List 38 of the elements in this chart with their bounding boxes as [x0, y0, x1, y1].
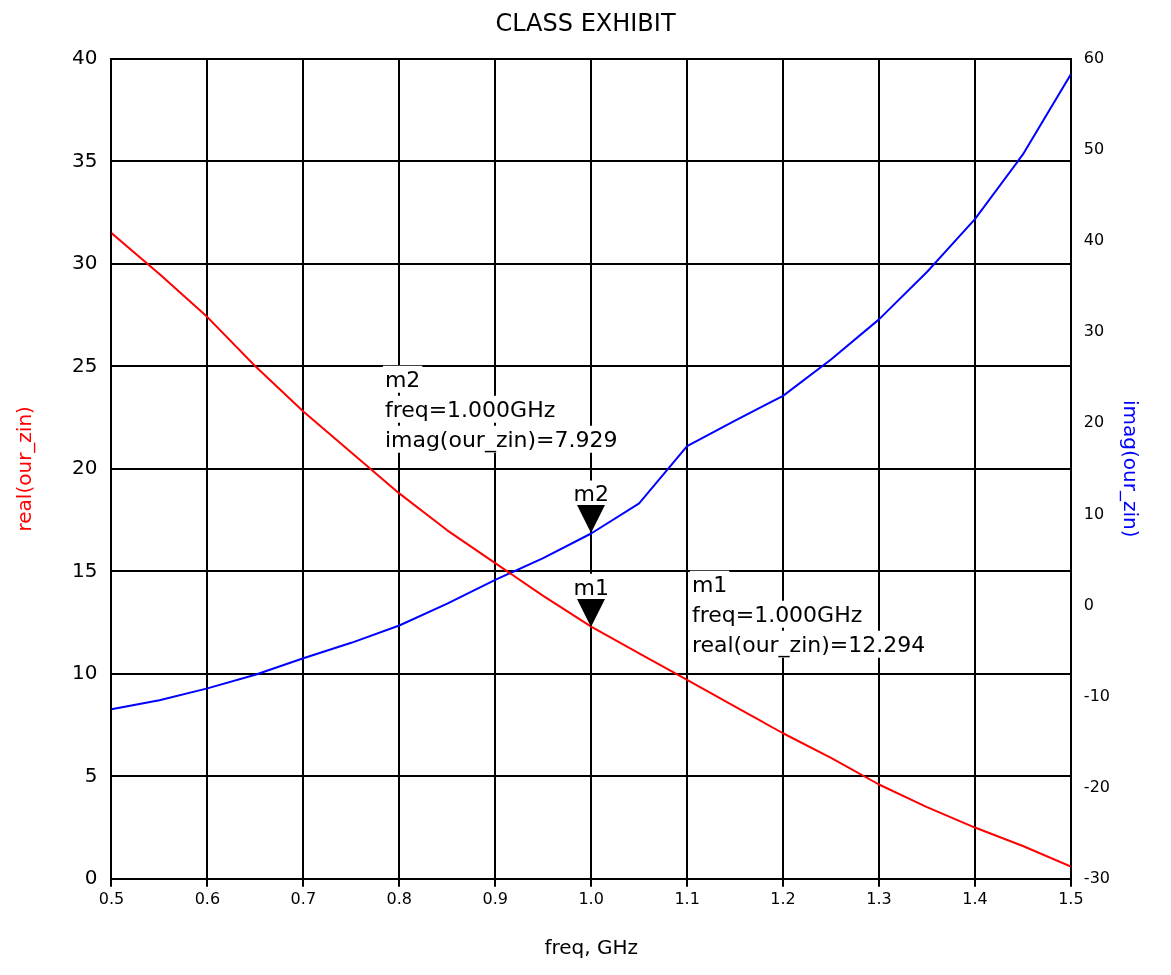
x-tick-label: 0.7 [290, 888, 317, 908]
y2-tick-label: -30 [1083, 867, 1111, 887]
x-tick-label: 1.4 [962, 888, 988, 908]
chart-title: CLASS EXHIBIT [495, 8, 676, 37]
y2-tick-label: -20 [1083, 776, 1111, 796]
x-tick-label: 1.3 [866, 888, 892, 908]
y2-tick-label: 20 [1083, 412, 1105, 432]
y2-tick-label: 50 [1083, 139, 1105, 159]
x-tick-label: 1.1 [674, 888, 700, 908]
x-tick-label: 1.2 [770, 888, 796, 908]
y2-tick-label: -10 [1083, 685, 1111, 705]
y-tick-label: 40 [72, 45, 98, 69]
y2-axis-title: imag(our_zin) [1118, 400, 1143, 538]
y-axis-title: real(our_zin) [12, 406, 37, 532]
y-tick-label: 20 [72, 455, 98, 479]
annotation: m1 freq=1.000GHz real(our_zin)=12.294 [691, 571, 926, 658]
x-tick-label: 0.9 [482, 888, 508, 908]
x-tick-label: 0.6 [194, 888, 221, 908]
x-tick-label: 1.5 [1058, 888, 1084, 908]
y2-tick-label: 10 [1083, 503, 1105, 523]
y-tick-label: 10 [72, 660, 98, 684]
y2-tick-label: 0 [1083, 594, 1095, 614]
annotation: m1 [573, 574, 609, 600]
y-tick-label: 15 [72, 557, 98, 582]
annotation: m2 [573, 481, 609, 507]
x-axis-title: freq, GHz [544, 935, 638, 960]
annotation: m2 freq=1.000GHz imag(our_zin)=7.929 [384, 366, 618, 453]
y2-tick-label: 40 [1083, 230, 1105, 250]
y2-tick-label: 60 [1083, 47, 1105, 67]
y-tick-label: 25 [72, 352, 98, 377]
x-tick-label: 1.0 [578, 888, 604, 908]
y-tick-label: 0 [84, 865, 98, 889]
x-tick-label: 0.8 [386, 888, 412, 908]
y-tick-label: 35 [72, 147, 98, 172]
x-tick-label: 0.5 [98, 888, 125, 908]
y2-tick-label: 30 [1083, 321, 1105, 341]
y-tick-label: 30 [72, 250, 98, 274]
y-tick-label: 5 [84, 762, 98, 787]
